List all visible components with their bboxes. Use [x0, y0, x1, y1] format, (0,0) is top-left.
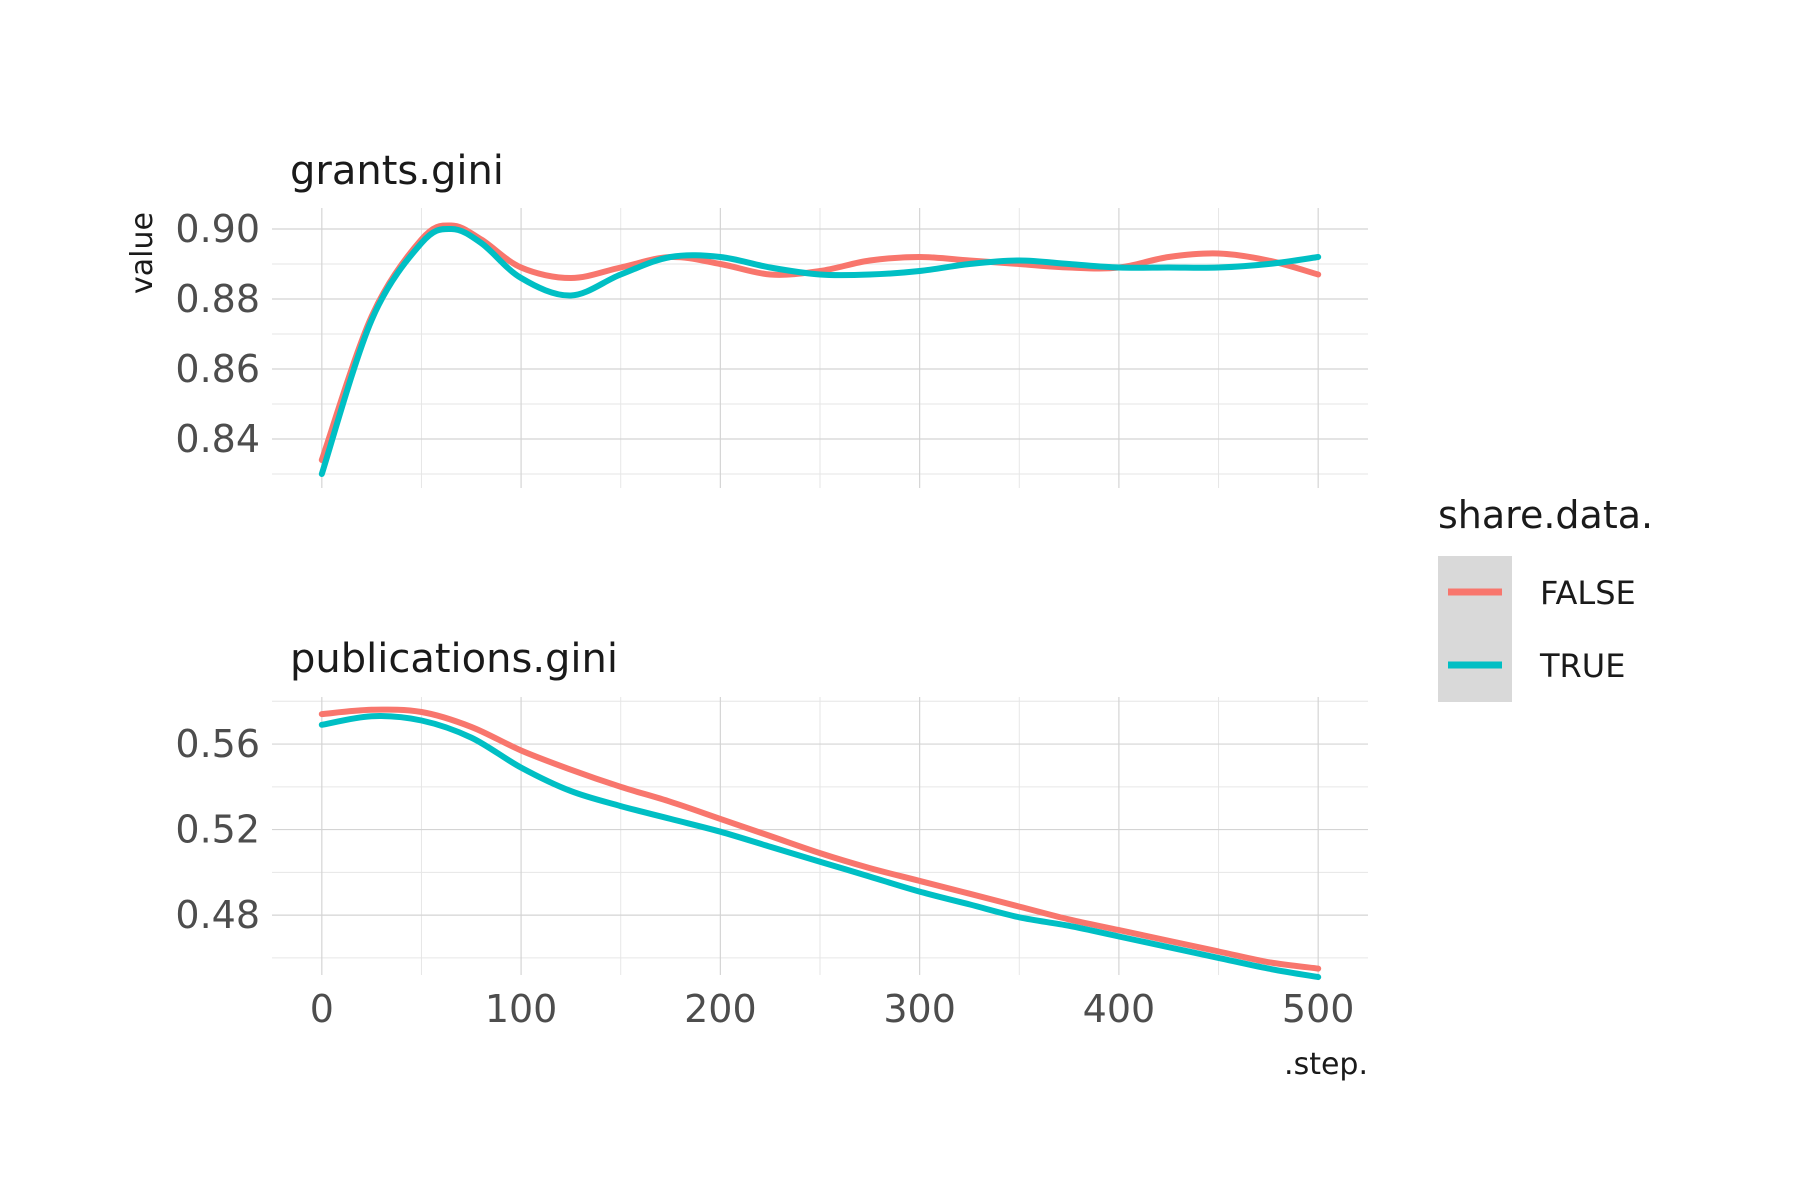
grid-publications	[272, 697, 1368, 975]
x-tick-label: 0	[310, 987, 334, 1031]
x-ticks: 0 100 200 300 400 500	[310, 987, 1355, 1031]
y-tick-label: 0.86	[175, 347, 260, 391]
facet-title-publications: publications.gini	[290, 636, 618, 682]
grid-grants	[272, 208, 1368, 488]
legend-key-background	[1438, 556, 1512, 702]
facet-panel-publications: 0.48 0.52 0.56 publications.gini	[175, 636, 1368, 981]
legend-title: share.data.	[1438, 493, 1653, 537]
x-tick-label: 300	[883, 987, 956, 1031]
y-tick-label: 0.48	[175, 893, 260, 937]
y-tick-label: 0.56	[175, 722, 260, 766]
y-tick-label: 0.90	[175, 207, 260, 251]
x-tick-label: 100	[485, 987, 558, 1031]
facet-panel-grants: 0.84 0.86 0.88 0.90 grants.gini	[175, 148, 1368, 488]
series-line-true	[318, 713, 1322, 981]
series-line-true	[318, 225, 1322, 477]
y-ticks-publications: 0.48 0.52 0.56	[175, 722, 260, 937]
series-line-false	[318, 706, 1322, 972]
x-tick-label: 500	[1282, 987, 1355, 1031]
y-axis-label: value	[125, 212, 160, 294]
legend-label-false: FALSE	[1540, 574, 1636, 612]
legend-label-true: TRUE	[1539, 647, 1625, 685]
y-tick-label: 0.88	[175, 277, 260, 321]
x-tick-label: 400	[1083, 987, 1156, 1031]
x-tick-label: 200	[684, 987, 757, 1031]
y-tick-label: 0.52	[175, 808, 260, 852]
series-line-false	[318, 222, 1322, 463]
lines-publications	[318, 706, 1322, 981]
y-tick-label: 0.84	[175, 417, 260, 461]
x-axis-label: .step.	[1284, 1047, 1368, 1082]
lines-grants	[318, 222, 1322, 477]
legend: share.data. FALSE TRUE	[1438, 493, 1653, 702]
facet-title-grants: grants.gini	[290, 148, 504, 194]
y-ticks-grants: 0.84 0.86 0.88 0.90	[175, 207, 260, 461]
